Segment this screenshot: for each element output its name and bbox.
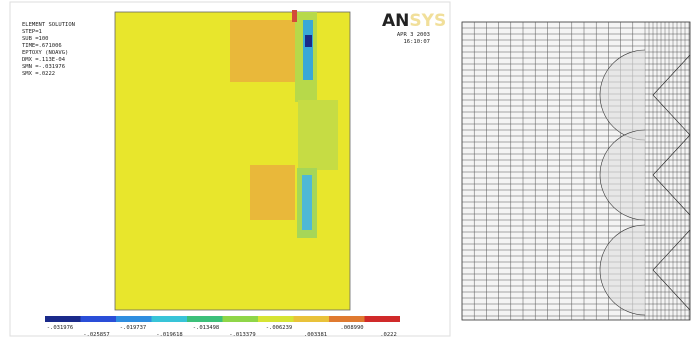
legend-band: [187, 316, 223, 322]
legend-band: [293, 316, 329, 322]
legend-label: -.013498: [193, 325, 220, 331]
region: [292, 10, 297, 22]
legend-band: [258, 316, 294, 322]
region: [230, 20, 300, 82]
contour-plot: [114, 10, 351, 311]
mesh-arc: [652, 229, 691, 311]
info-line: STEP=1: [22, 29, 42, 35]
legend-label: .003381: [304, 332, 327, 338]
legend-label: .008990: [340, 325, 363, 331]
region: [305, 35, 312, 47]
legend-band: [364, 316, 400, 322]
mesh-panel: [461, 21, 691, 321]
logo: ANSYS: [382, 11, 446, 31]
legend-label: -.019737: [120, 325, 147, 331]
mesh: [461, 21, 691, 320]
legend-label: -.019618: [156, 332, 183, 338]
legend-band: [80, 316, 116, 322]
legend-label: -.025857: [83, 332, 110, 338]
info-line: SMX =.0222: [22, 71, 55, 77]
mesh-arc: [652, 134, 691, 216]
region: [250, 165, 295, 220]
legend-label: -.006239: [266, 325, 293, 331]
legend-band: [151, 316, 187, 322]
mesh-arc: [652, 54, 691, 136]
color-legend: -.031976 -.025857 -.019737 -.019618 -.013498…: [45, 316, 400, 338]
time: 16:10:07: [404, 39, 431, 45]
legend-band: [329, 316, 365, 322]
date: APR 3 2003: [397, 32, 430, 38]
info-line: EPTOXY (NOAVG): [22, 50, 68, 56]
region: [298, 100, 338, 170]
legend-band: [45, 316, 81, 322]
info-line: DMX =.113E-04: [22, 57, 66, 63]
mesh-arc: [599, 129, 646, 221]
legend-label: -.031976: [47, 325, 74, 331]
info-line: TIME=.671006: [22, 43, 62, 49]
region: [302, 175, 312, 230]
region: [303, 20, 313, 80]
mesh-arc: [599, 224, 646, 316]
info-line: ELEMENT SOLUTION: [22, 22, 75, 28]
info-line: SUB =100: [22, 36, 49, 42]
legend-band: [222, 316, 258, 322]
legend-label: .0222: [380, 332, 397, 338]
legend-label: -.013379: [229, 332, 256, 338]
info-line: SMN =-.031976: [22, 64, 65, 70]
legend-band: [116, 316, 152, 322]
